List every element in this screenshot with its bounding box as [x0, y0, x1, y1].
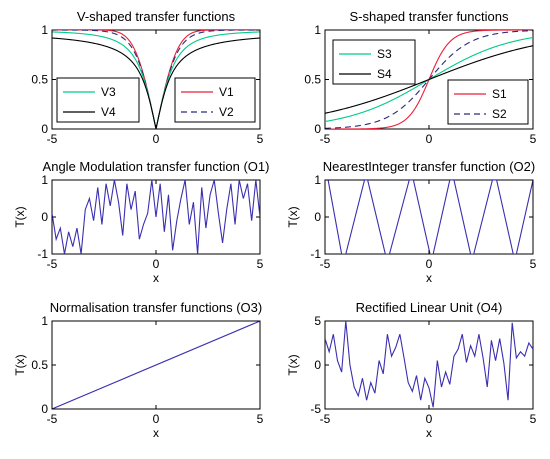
x-tick-label: -5: [320, 257, 331, 271]
y-tick-label: 0: [314, 358, 321, 372]
series-line-curve: [325, 180, 533, 254]
series-line-v4: [52, 37, 260, 129]
x-tick-label: 5: [257, 412, 264, 426]
legend-label-s2: S2: [492, 107, 507, 121]
subplot-s: -5 0 500.51S-shaped transfer functionsS3S4…: [304, 9, 536, 146]
y-tick-label: 1: [41, 23, 48, 37]
series-group: [52, 180, 260, 254]
y-tick-label: 0: [314, 122, 321, 136]
x-tick-label: 0: [153, 132, 160, 146]
x-axis-label: x: [426, 271, 432, 285]
x-axis-label: x: [426, 426, 432, 440]
chart-title: Rectified Linear Unit (O4): [356, 300, 503, 315]
chart-title: V-shaped transfer functions: [77, 9, 236, 24]
y-axis-label: T(x): [13, 206, 27, 227]
legend-label-v4: V4: [101, 105, 116, 119]
x-tick-label: 0: [426, 257, 433, 271]
legend-label-s4: S4: [377, 67, 392, 81]
x-tick-label: 0: [153, 257, 160, 271]
x-tick-label: -5: [47, 412, 58, 426]
legend-box: [56, 77, 140, 123]
series-line-s4: [325, 45, 533, 114]
chart-title: S-shaped transfer functions: [350, 9, 509, 24]
series-group: [325, 30, 533, 129]
y-tick-label: 1: [41, 314, 48, 328]
x-tick-label: 0: [426, 412, 433, 426]
y-tick-label: -1: [310, 247, 321, 261]
y-tick-label: 5: [314, 314, 321, 328]
x-tick-label: -5: [320, 412, 331, 426]
series-line-v3: [52, 31, 260, 129]
y-tick-label: 0.5: [31, 73, 48, 87]
x-tick-label: -5: [320, 132, 331, 146]
legend-label-v3: V3: [101, 85, 116, 99]
y-tick-label: 1: [41, 173, 48, 187]
legend-label-s3: S3: [377, 47, 392, 61]
series-line-curve: [52, 180, 260, 254]
series-group: [325, 180, 533, 254]
legend-label-v2: V2: [219, 105, 234, 119]
series-group: [52, 30, 260, 129]
x-axis-label: x: [153, 271, 159, 285]
x-tick-label: 5: [257, 132, 264, 146]
chart-title: Angle Modulation transfer function (O1): [43, 159, 270, 174]
x-tick-label: -5: [47, 132, 58, 146]
axes-box: [324, 179, 534, 255]
y-axis-label: T(x): [13, 354, 27, 375]
chart-title: NearestInteger transfer function (O2): [323, 159, 535, 174]
series-group: [52, 321, 260, 409]
chart-title: Normalisation transfer functions (O3): [50, 300, 262, 315]
legend-box: [447, 79, 529, 125]
legend-box: [174, 77, 256, 123]
x-tick-label: 5: [530, 412, 537, 426]
x-tick-label: 0: [153, 412, 160, 426]
x-tick-label: -5: [47, 257, 58, 271]
y-tick-label: 1: [314, 23, 321, 37]
y-axis-label: T(x): [286, 354, 300, 375]
y-tick-label: 0: [41, 402, 48, 416]
y-axis-label: T(x): [286, 206, 300, 227]
series-line-curve: [325, 321, 533, 408]
y-tick-label: 0: [41, 122, 48, 136]
series-group: [325, 321, 533, 408]
y-tick-label: -5: [310, 402, 321, 416]
x-tick-label: 5: [530, 257, 537, 271]
y-tick-label: -1: [37, 247, 48, 261]
legend-label-s1: S1: [492, 87, 507, 101]
subplot-o4: -5 0 5 -5 0 5 Rectified Linear Unit (O4) x T(x): [286, 300, 537, 440]
x-axis-label: x: [153, 426, 159, 440]
x-tick-label: 5: [530, 132, 537, 146]
y-tick-label: 0.5: [304, 73, 321, 87]
axes-box: [324, 320, 534, 410]
legend-label-v1: V1: [219, 85, 234, 99]
x-tick-label: 5: [257, 257, 264, 271]
y-tick-label: 1: [314, 173, 321, 187]
y-tick-label: 0: [41, 210, 48, 224]
series-line-curve: [52, 321, 260, 409]
series-line-v2: [52, 30, 260, 129]
x-tick-label: 0: [426, 132, 433, 146]
y-tick-label: 0: [314, 210, 321, 224]
y-tick-label: 0.5: [31, 358, 48, 372]
subplot-v: -5 0 500.51V-shaped transfer functionsV3V4…: [31, 9, 263, 146]
legend-box: [332, 39, 416, 85]
